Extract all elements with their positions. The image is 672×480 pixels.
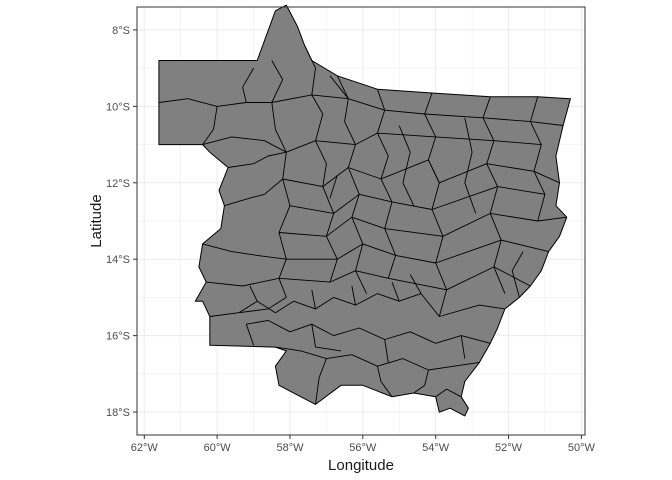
y-tick-label: 14°S [106,254,130,266]
municipality-border [376,366,393,398]
municipality-border [286,239,549,264]
x-axis-title: Longitude [328,457,394,474]
municipality-border [464,117,477,214]
municipality-border [202,132,542,153]
municipality-border [413,369,429,394]
y-axis-title: Latitude [88,194,105,247]
x-tick-label: 60°W [204,442,232,454]
municipality-border [351,285,356,306]
x-tick-label: 50°W [568,442,596,454]
municipality-border [304,45,338,283]
municipality-border [242,67,254,103]
municipality-border [511,251,524,298]
municipality-border [398,125,415,206]
municipality-border [209,297,287,317]
municipality-border [246,319,491,344]
municipality-border [311,289,316,309]
y-tick-label: 12°S [106,178,130,190]
municipality-border [336,75,367,294]
municipality-border [424,92,448,317]
municipality-border [315,358,327,405]
state-outline [158,4,571,417]
y-tick-label: 8°S [112,25,130,37]
municipality-border [289,186,545,214]
y-tick-label: 16°S [106,331,130,343]
municipality-border [245,324,255,346]
municipality-border [206,277,280,287]
municipality-border [311,324,342,352]
panel-border [136,6,586,436]
municipality-border [460,335,466,359]
x-axis-ticks: 62°W 60°W 58°W 56°W 54°W 52°W 50°W [131,435,596,454]
municipality-border [202,106,218,145]
municipality-border [158,94,564,126]
municipality-border [435,388,462,398]
map-regions [158,4,571,417]
municipality-border [329,174,338,199]
municipality-border [282,159,560,188]
municipality-border [249,285,258,302]
municipality-border [409,274,422,294]
municipality-border [278,212,567,237]
x-tick-label: 56°W [349,442,377,454]
municipality-border [202,243,287,260]
municipality-border [529,96,546,222]
municipality-border [224,178,283,207]
municipality-border [278,266,531,291]
municipality-border [329,75,349,99]
y-tick-label: 18°S [106,407,130,419]
x-tick-label: 62°W [131,442,159,454]
y-tick-label: 10°S [106,101,130,113]
x-tick-label: 58°W [276,442,304,454]
x-tick-label: 52°W [495,442,523,454]
municipality-border [384,339,389,363]
municipality-border [228,151,287,168]
y-axis-ticks: 8°S 10°S 12°S 14°S 16°S 18°S [106,25,137,419]
municipality-border [391,281,400,302]
x-tick-label: 54°W [422,442,450,454]
